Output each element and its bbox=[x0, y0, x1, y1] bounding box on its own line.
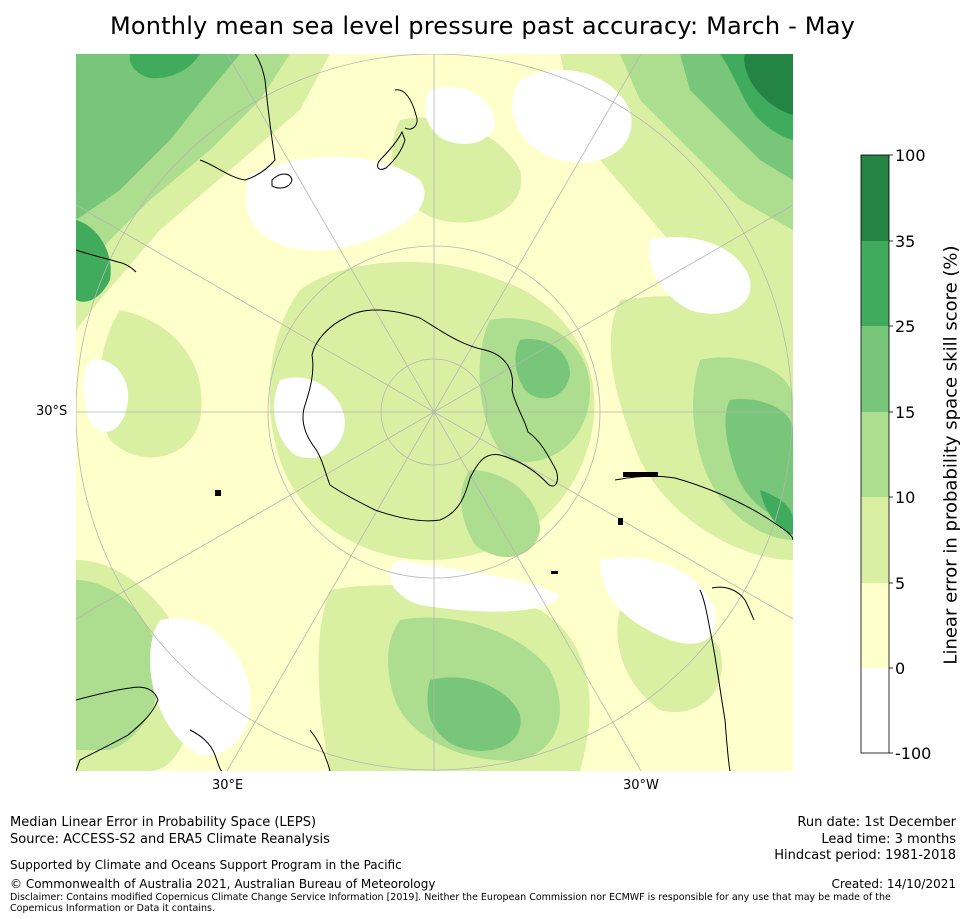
australia-south-coast bbox=[199, 54, 276, 181]
colorbar-tick-25: 25 bbox=[895, 317, 916, 336]
new-zealand-north bbox=[394, 89, 418, 130]
map-title: Monthly mean sea level pressure past acc… bbox=[109, 12, 856, 40]
kerguelen-island bbox=[215, 490, 221, 496]
colorbar-bin-35-100 bbox=[861, 155, 889, 241]
new-zealand-south bbox=[377, 130, 406, 170]
footer-hindcast: Hindcast period: 1981-2018 bbox=[774, 848, 956, 863]
madagascar-region bbox=[189, 729, 223, 771]
footer-support: Supported by Climate and Oceans Support … bbox=[10, 858, 402, 872]
south-africa-coast bbox=[76, 686, 159, 771]
colorbar-tick-neg100: -100 bbox=[895, 744, 932, 763]
colorbar-bin-neg bbox=[861, 668, 889, 753]
colorbar-tick-5: 5 bbox=[895, 574, 906, 593]
colorbar-tick-35: 35 bbox=[895, 232, 916, 251]
footer-source: Source: ACCESS-S2 and ERA5 Climate Reana… bbox=[10, 832, 330, 847]
south-georgia-island bbox=[551, 571, 558, 574]
south-america-east bbox=[711, 586, 755, 621]
colorbar-bin-25-35 bbox=[861, 241, 889, 326]
footer-disclaimer: Disclaimer: Contains modified Copernicus… bbox=[10, 892, 891, 914]
colorbar-tick-10: 10 bbox=[895, 488, 916, 507]
south-america-west bbox=[699, 589, 731, 771]
colorbar-bin-15-25 bbox=[861, 326, 889, 412]
africa-east-coast bbox=[309, 729, 331, 771]
band-35-100 bbox=[744, 54, 793, 115]
colorbar-tick-15: 15 bbox=[895, 403, 916, 422]
small-islands bbox=[215, 472, 658, 574]
colorbar-tick-0: 0 bbox=[895, 659, 906, 678]
colorbar-axis-label: Linear error in probability space skill … bbox=[940, 245, 962, 665]
footer-copyright: © Commonwealth of Australia 2021, Austra… bbox=[10, 877, 436, 891]
footer-lead-time: Lead time: 3 months bbox=[821, 832, 956, 847]
colorbar-tick-100: 100 bbox=[895, 146, 926, 165]
meridians bbox=[76, 54, 793, 771]
footer-run-date: Run date: 1st December bbox=[797, 815, 956, 830]
coastlines bbox=[76, 54, 793, 771]
colorbar bbox=[860, 154, 893, 754]
band-negative bbox=[83, 70, 751, 756]
tasmania-coast bbox=[271, 173, 293, 189]
footer-created: Created: 14/10/2021 bbox=[831, 877, 956, 891]
colorbar-ticks bbox=[889, 154, 893, 754]
lon-label-30e: 30°E bbox=[212, 778, 244, 793]
antarctica-coast bbox=[302, 309, 558, 522]
colorbar-bin-0-5 bbox=[861, 583, 889, 668]
skill-score-field bbox=[76, 54, 793, 771]
colorbar-bin-5-10 bbox=[861, 497, 889, 583]
australia-coast bbox=[76, 249, 137, 273]
lon-label-30w: 30°W bbox=[623, 778, 659, 793]
footer-leps: Median Linear Error in Probability Space… bbox=[10, 815, 317, 830]
lat-label-30s: 30°S bbox=[36, 404, 68, 419]
falkland-island bbox=[618, 518, 623, 525]
south-america-tip bbox=[623, 472, 658, 477]
colorbar-bin-10-15 bbox=[861, 412, 889, 497]
colorbar-frame bbox=[860, 154, 890, 754]
